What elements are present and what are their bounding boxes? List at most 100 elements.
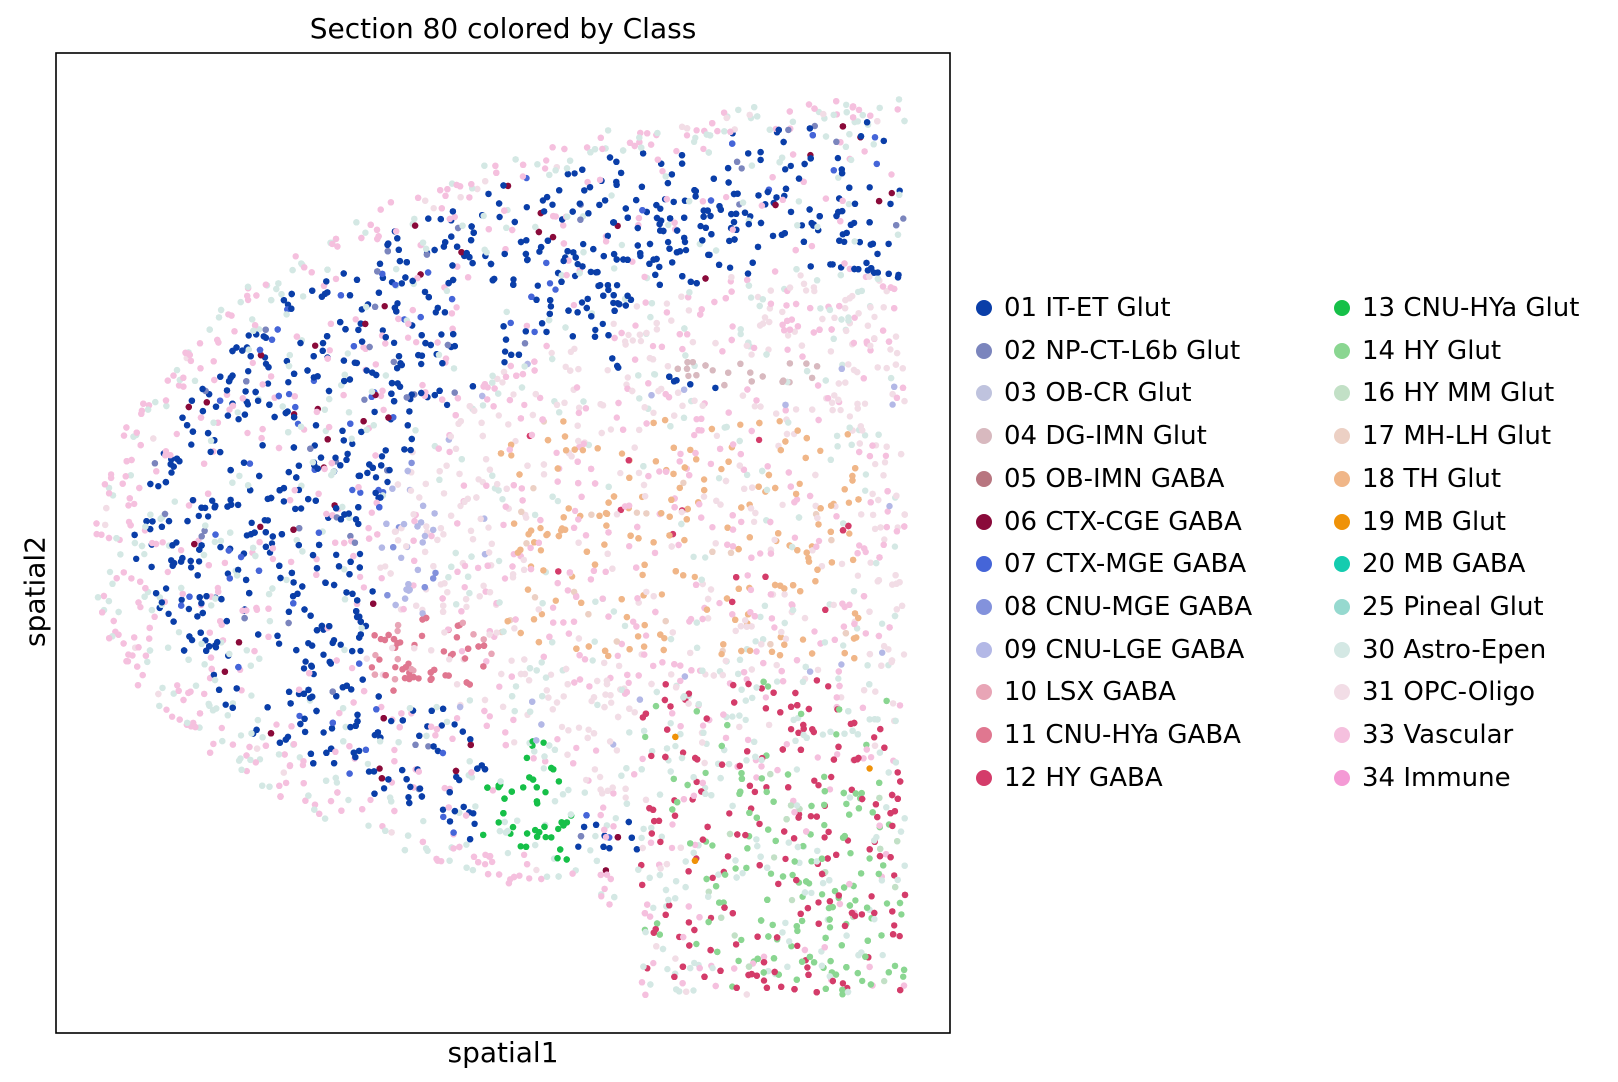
scatter-point	[788, 943, 795, 950]
scatter-point	[378, 453, 386, 460]
scatter-point	[148, 563, 155, 571]
scatter-point	[346, 571, 353, 578]
scatter-point	[321, 406, 328, 413]
scatter-point	[831, 314, 838, 321]
scatter-point	[732, 941, 740, 948]
scatter-point	[453, 304, 460, 311]
scatter-point	[379, 823, 386, 830]
scatter-point	[401, 446, 408, 453]
scatter-point	[508, 657, 515, 664]
scatter-point	[326, 347, 333, 354]
scatter-point	[615, 662, 623, 670]
scatter-point	[735, 957, 742, 965]
scatter-point	[732, 627, 739, 635]
scatter-point	[818, 962, 826, 969]
scatter-point	[511, 739, 518, 746]
scatter-point	[592, 326, 599, 334]
scatter-point	[501, 348, 509, 355]
scatter-point	[822, 133, 830, 140]
scatter-point	[147, 525, 154, 533]
scatter-point	[561, 399, 568, 406]
scatter-point	[405, 794, 412, 801]
scatter-point	[460, 803, 467, 811]
scatter-point	[128, 575, 135, 582]
chart-title: Section 80 colored by Class	[309, 12, 697, 45]
scatter-point	[254, 716, 262, 724]
scatter-point	[626, 543, 633, 550]
scatter-point	[755, 436, 763, 444]
scatter-point	[521, 401, 528, 409]
scatter-point	[203, 399, 210, 406]
scatter-point	[771, 268, 779, 275]
scatter-point	[245, 368, 252, 375]
scatter-point	[656, 468, 663, 475]
scatter-point	[826, 786, 834, 793]
scatter-point	[402, 274, 409, 281]
scatter-point	[776, 418, 783, 425]
scatter-point	[677, 723, 684, 730]
scatter-point	[821, 821, 828, 829]
scatter-point	[660, 646, 667, 654]
scatter-point	[174, 682, 181, 689]
scatter-point	[855, 805, 863, 812]
scatter-point	[727, 549, 735, 556]
scatter-point	[590, 245, 597, 253]
scatter-point	[710, 175, 717, 182]
scatter-point	[330, 581, 338, 589]
scatter-point	[235, 639, 243, 646]
scatter-point	[724, 721, 731, 729]
scatter-point	[744, 270, 752, 277]
scatter-point	[571, 170, 578, 177]
scatter-point	[273, 721, 280, 728]
scatter-point	[690, 987, 697, 994]
scatter-point	[248, 692, 255, 699]
scatter-point	[768, 648, 776, 655]
scatter-point	[523, 204, 530, 211]
scatter-point	[246, 460, 254, 467]
scatter-point	[651, 371, 658, 378]
scatter-point	[662, 617, 669, 625]
scatter-point	[691, 431, 698, 439]
scatter-point	[755, 192, 762, 199]
scatter-point	[538, 721, 545, 728]
scatter-point	[276, 782, 283, 789]
scatter-point	[895, 96, 903, 103]
scatter-point	[399, 766, 406, 774]
scatter-point	[882, 851, 890, 858]
scatter-point	[543, 687, 550, 694]
scatter-point	[382, 672, 389, 679]
scatter-point	[677, 662, 684, 669]
scatter-point	[196, 340, 204, 347]
scatter-point	[701, 759, 708, 767]
scatter-point	[227, 496, 234, 504]
scatter-point	[713, 432, 721, 439]
scatter-point	[304, 367, 311, 374]
scatter-point	[883, 443, 890, 450]
scatter-point	[542, 833, 549, 841]
scatter-point	[348, 435, 355, 442]
scatter-point	[883, 523, 890, 531]
scatter-point	[784, 346, 791, 353]
scatter-point	[787, 726, 795, 733]
scatter-point	[125, 651, 132, 658]
scatter-point	[815, 416, 822, 424]
scatter-point	[805, 101, 813, 108]
scatter-point	[798, 917, 806, 925]
scatter-point	[451, 213, 458, 221]
scatter-point	[380, 785, 388, 792]
scatter-point	[162, 585, 170, 592]
scatter-point	[524, 586, 532, 593]
scatter-point	[350, 699, 357, 706]
scatter-point	[607, 692, 614, 699]
scatter-point	[754, 933, 761, 940]
scatter-point	[713, 497, 720, 504]
scatter-point	[356, 550, 364, 558]
scatter-point	[582, 776, 590, 784]
scatter-point	[881, 536, 888, 543]
scatter-point	[198, 640, 205, 647]
scatter-point	[685, 372, 692, 380]
scatter-point	[443, 401, 451, 409]
scatter-point	[746, 782, 754, 789]
scatter-point	[702, 224, 709, 231]
scatter-point	[149, 518, 156, 525]
